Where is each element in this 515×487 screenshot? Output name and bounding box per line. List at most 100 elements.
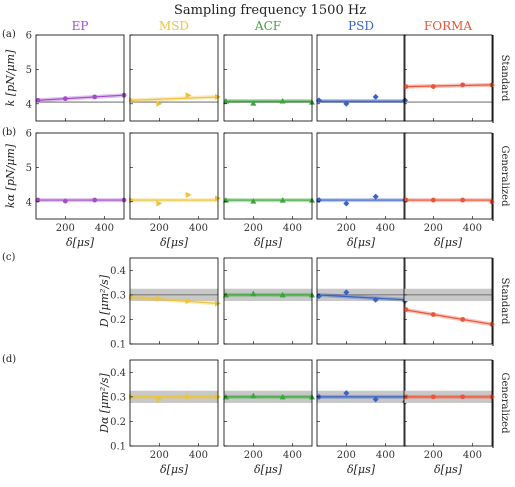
data-point (156, 100, 163, 107)
plot-frame (223, 34, 313, 122)
trend-line (35, 94, 125, 101)
y-tick-label: 0.2 (110, 315, 126, 326)
data-point (92, 94, 98, 100)
side-label: Generalized (499, 146, 510, 208)
data-point (62, 198, 68, 204)
x-tick-label: 200 (424, 450, 443, 461)
y-axis-label: kα [pN/μm] (4, 143, 17, 208)
panel-tag: (b) (2, 127, 16, 138)
y-tick-label: 6 (26, 129, 32, 140)
x-axis-label: δ[μs] (160, 236, 189, 249)
y-tick-label: 6 (26, 31, 32, 42)
x-tick-label: 400 (189, 223, 208, 234)
panel-a-forma (403, 34, 495, 122)
trend-line (403, 84, 493, 88)
x-tick-label: 200 (56, 223, 75, 234)
plot-frame (403, 34, 493, 122)
x-tick-label: 200 (337, 450, 356, 461)
data-point (279, 197, 286, 203)
data-point (403, 197, 409, 203)
x-tick-label: 200 (244, 450, 263, 461)
data-point (403, 84, 409, 89)
x-tick-label: 200 (150, 450, 169, 461)
data-point (315, 97, 322, 104)
x-axis-label: δ[μs] (254, 236, 283, 249)
x-tick-label: 200 (337, 223, 356, 234)
trend-line (129, 296, 219, 305)
panel-c-acf (222, 257, 315, 345)
plot-frame (223, 257, 313, 345)
x-axis-label: δ[μs] (347, 463, 376, 476)
panel-a-psd (315, 34, 408, 122)
data-point (250, 100, 257, 106)
data-point (430, 312, 436, 317)
data-point (250, 290, 257, 297)
trend-line (316, 294, 406, 301)
y-tick-label: 0.3 (110, 290, 126, 301)
x-tick-label: 200 (244, 223, 263, 234)
y-axis-label: k [pN/μm] (4, 49, 17, 106)
plot-frame (129, 132, 219, 220)
data-point (156, 200, 163, 207)
plot-frame (403, 132, 493, 220)
column-header-forma: FORMA (424, 19, 472, 33)
data-point (343, 200, 350, 207)
data-point (185, 298, 192, 304)
plot-frame (129, 34, 219, 122)
panel-grid: (a) Standard 4 5 6 k [pN/μm] (b) Generalized 4 5 6… (2, 29, 510, 476)
data-point (343, 289, 350, 296)
plot-frame (403, 359, 493, 447)
y-tick-label: 0.3 (110, 392, 126, 403)
side-label: Standard (499, 278, 510, 325)
panel-c-msd: 0.1 0.2 0.3 0.4D [μm²/s] (98, 257, 221, 351)
figure-title: Sampling frequency 1500 Hz (174, 3, 366, 18)
column-header-psd: PSD (348, 19, 374, 33)
data-point (156, 295, 163, 302)
x-axis-label: δ[μs] (347, 236, 376, 249)
x-tick-label: 400 (463, 450, 482, 461)
x-tick-label: 200 (150, 223, 169, 234)
panel-row-2: (c) Standard 0.1 0.2 0.3 0.4D [μm²/s] (2, 252, 510, 351)
y-tick-label: 5 (26, 163, 32, 174)
plot-frame (223, 132, 313, 220)
data-point (460, 394, 466, 400)
data-point (185, 393, 192, 400)
data-point (35, 97, 41, 103)
data-point (92, 197, 98, 203)
data-point (372, 93, 379, 100)
y-tick-label: 4 (26, 99, 32, 110)
data-point (430, 394, 436, 400)
x-axis-label: δ[μs] (254, 463, 283, 476)
plot-frame (316, 34, 406, 122)
y-tick-label: 0.4 (110, 266, 126, 277)
column-header-ep: EP (72, 19, 89, 33)
trend-line (129, 96, 219, 101)
panel-a-msd (128, 34, 221, 122)
y-tick-label: 5 (26, 65, 32, 76)
data-point (279, 393, 286, 400)
panel-a-acf (222, 34, 315, 122)
trend-line (403, 309, 493, 325)
panel-tag: (a) (2, 29, 16, 40)
x-axis-label: δ[μs] (434, 463, 463, 476)
x-tick-label: 400 (376, 450, 395, 461)
y-tick-label: 0.4 (110, 368, 126, 379)
plot-frame (35, 132, 125, 220)
data-point (279, 98, 286, 104)
x-tick-label: 400 (283, 450, 302, 461)
x-tick-label: 400 (283, 223, 302, 234)
data-point (156, 396, 163, 403)
data-point (185, 191, 192, 198)
data-point (250, 392, 257, 399)
column-header-acf: ACF (254, 19, 281, 33)
data-point (343, 100, 350, 107)
data-point (372, 193, 379, 200)
data-point (35, 197, 41, 203)
